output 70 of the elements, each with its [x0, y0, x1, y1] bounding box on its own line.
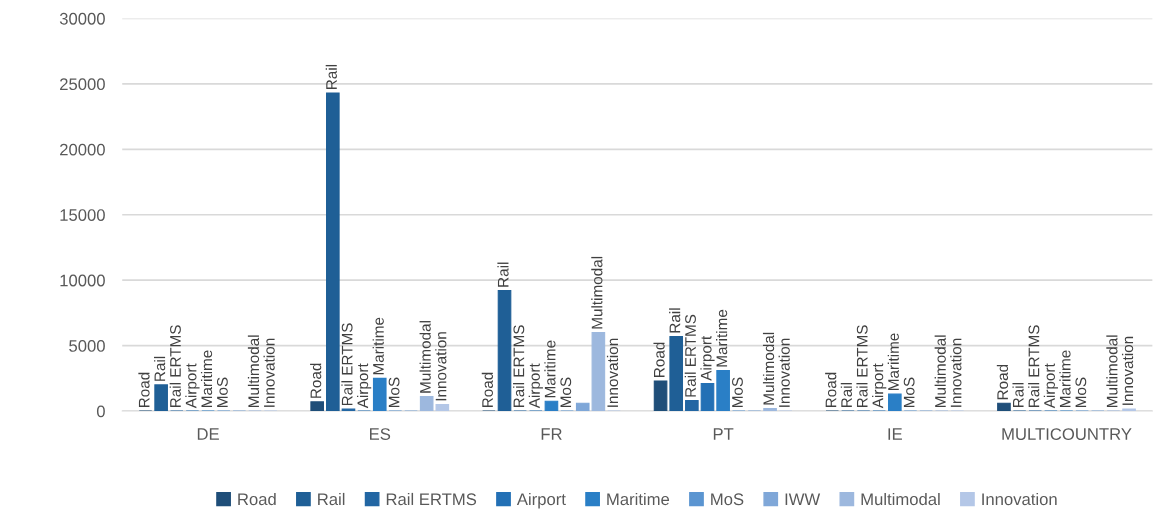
data-label: Innovation: [950, 338, 962, 407]
data-label: MoS: [732, 377, 743, 408]
y-tick-label: 15000: [60, 209, 105, 221]
data-label: Multimodal: [419, 321, 431, 393]
x-tick-label: MULTICOUNTRY: [1002, 428, 1132, 440]
x-tick-label: PT: [713, 428, 734, 440]
data-label: Maritime: [544, 340, 556, 398]
legend-label: Airport: [516, 492, 566, 509]
data-label: Maritime: [1059, 350, 1071, 408]
data-label: Innovation: [263, 338, 275, 407]
data-label: Multimodal: [1106, 335, 1118, 408]
data-label: Airport: [356, 363, 372, 409]
legend-label: Rail ERTMS: [386, 492, 477, 506]
x-tick-label: FR: [541, 428, 562, 440]
x-tick-label: DE: [197, 428, 219, 440]
data-label: Road: [825, 372, 837, 408]
data-label: Multimodal: [247, 335, 260, 408]
data-label: Maritime: [200, 350, 213, 408]
y-tick-label: 25000: [60, 78, 105, 91]
data-label: MoS: [388, 377, 400, 408]
data-label: MoS: [903, 377, 915, 408]
legend-label: Innovation: [982, 492, 1057, 506]
data-label: Maritime: [372, 317, 384, 375]
data-label: Airport: [700, 335, 715, 381]
legend-label: Maritime: [607, 492, 670, 506]
y-tick-label: 30000: [59, 12, 105, 25]
data-label: Rail: [497, 262, 509, 287]
data-label: Rail ERTMS: [169, 325, 181, 408]
data-label: Rail: [154, 356, 166, 381]
data-label: Maritime: [887, 333, 899, 391]
data-label: Multimodal: [591, 256, 603, 329]
y-tick-label: 5000: [69, 340, 105, 352]
data-label: MoS: [1075, 377, 1087, 408]
data-label: Road: [138, 372, 150, 408]
data-label: MoS: [560, 377, 572, 408]
data-label: MoS: [216, 377, 228, 408]
data-label: Innovation: [778, 338, 790, 407]
x-tick-label: ES: [370, 428, 391, 440]
legend-label: Road: [238, 492, 276, 506]
legend-label: Multimodal: [861, 492, 940, 506]
data-label: Airport: [185, 363, 200, 409]
data-label: Rail ERTMS: [1028, 325, 1040, 408]
legend-label: MoS: [711, 493, 744, 506]
data-label: Road: [481, 372, 493, 408]
data-label: Airport: [528, 363, 543, 409]
data-label: Maritime: [716, 309, 728, 367]
data-label: Rail: [669, 308, 681, 333]
data-label: Innovation: [1121, 336, 1134, 405]
data-label: Innovation: [435, 332, 447, 401]
data-label: Rail ERTMS: [684, 314, 696, 397]
data-label: Road: [996, 364, 1009, 400]
data-label: Airport: [872, 363, 887, 409]
data-label: Rail ERTMS: [341, 323, 353, 406]
data-label: Multimodal: [934, 335, 946, 408]
y-tick-label: 20000: [60, 143, 105, 156]
y-tick-label: 10000: [60, 274, 105, 287]
data-label: Road: [310, 363, 322, 398]
data-label: Airport: [1043, 363, 1058, 409]
data-label: Road: [653, 342, 665, 377]
data-label: Rail: [325, 64, 337, 90]
legend-label: Rail: [318, 492, 345, 506]
data-label: Rail: [840, 382, 852, 408]
data-label: Rail ERTMS: [856, 325, 868, 408]
y-tick-label: 0: [96, 405, 105, 418]
x-tick-label: IE: [888, 428, 902, 440]
data-label: Innovation: [606, 338, 619, 407]
data-label: Rail: [1012, 382, 1024, 408]
data-label: Rail ERTMS: [513, 325, 525, 408]
legend-label: IWW: [785, 493, 821, 505]
data-label: Multimodal: [762, 332, 775, 405]
